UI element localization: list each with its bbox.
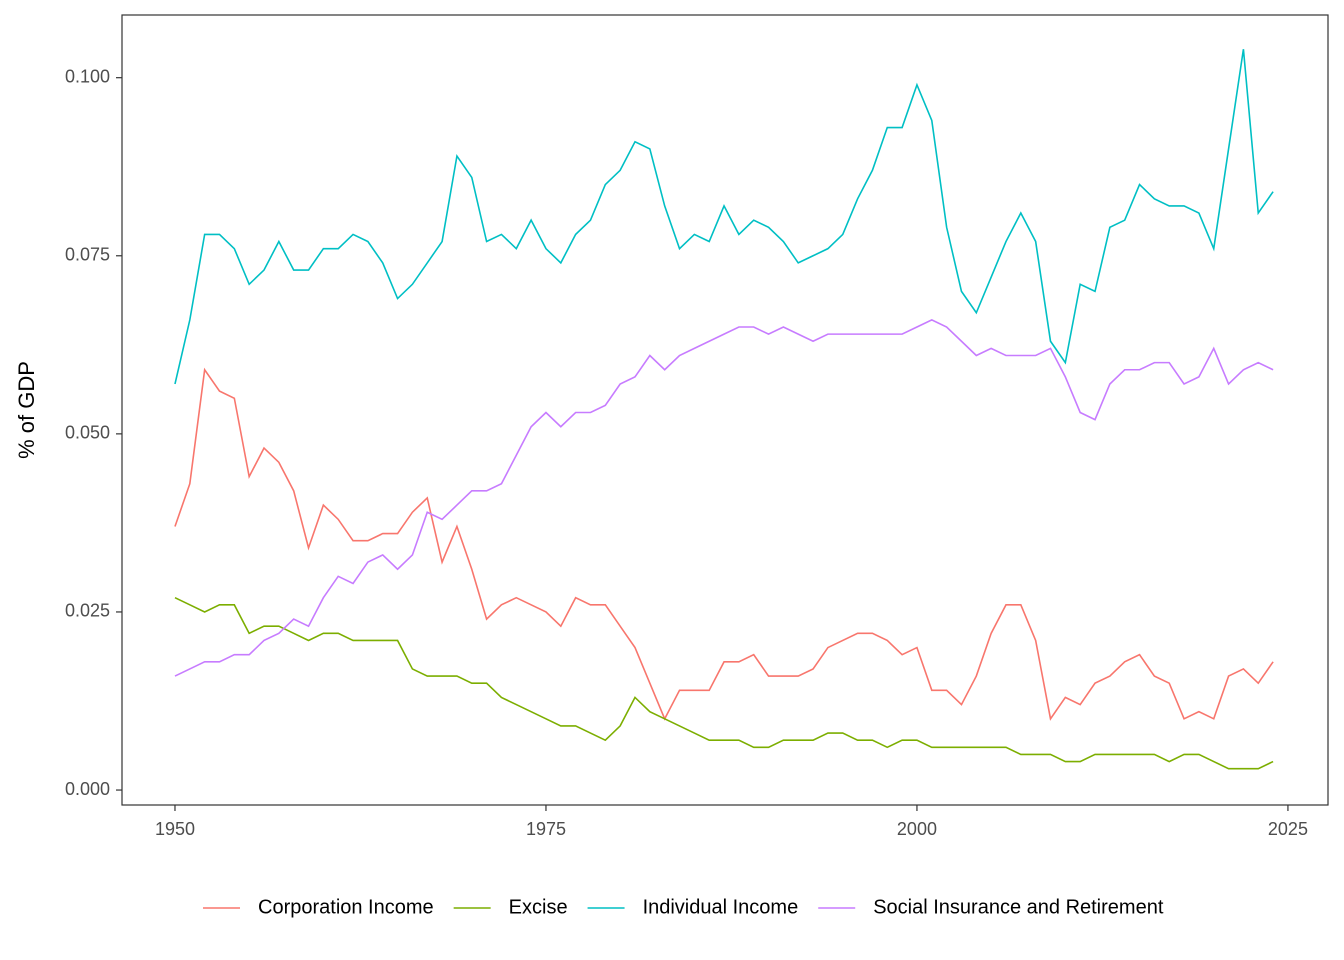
y-tick-label: 0.075 bbox=[65, 245, 110, 265]
legend-label: Corporation Income bbox=[258, 896, 434, 918]
series-line bbox=[174, 319, 1274, 677]
y-tick-label: 0.100 bbox=[65, 66, 110, 86]
y-tick-label: 0.050 bbox=[65, 423, 110, 443]
y-tick-label: 0.025 bbox=[65, 601, 110, 621]
legend-label: Social Insurance and Retirement bbox=[873, 896, 1164, 918]
x-tick-label: 2000 bbox=[897, 819, 937, 839]
panel-border bbox=[121, 14, 1329, 806]
y-axis-label: % of GDP bbox=[14, 361, 39, 459]
legend-label: Individual Income bbox=[643, 896, 799, 918]
series-line bbox=[174, 367, 1274, 721]
series-line bbox=[174, 596, 1274, 770]
x-tick-label: 1975 bbox=[526, 819, 566, 839]
x-tick-label: 2025 bbox=[1268, 819, 1308, 839]
legend-label: Excise bbox=[509, 896, 568, 918]
series-line bbox=[174, 49, 1274, 385]
x-tick-label: 1950 bbox=[155, 819, 195, 839]
y-tick-label: 0.000 bbox=[65, 779, 110, 799]
